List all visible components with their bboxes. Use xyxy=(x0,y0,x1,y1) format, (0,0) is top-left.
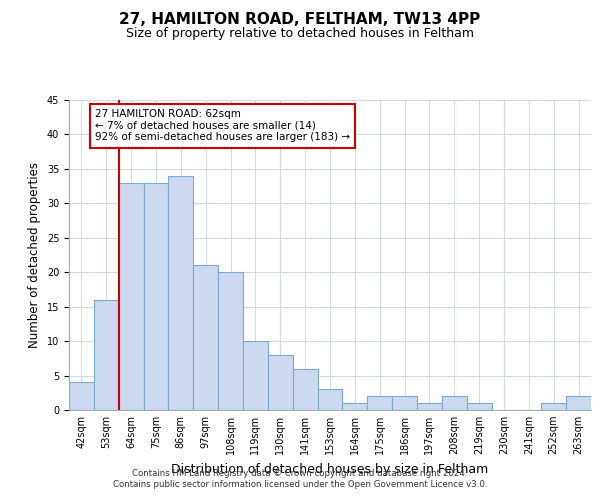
X-axis label: Distribution of detached houses by size in Feltham: Distribution of detached houses by size … xyxy=(172,462,488,475)
Y-axis label: Number of detached properties: Number of detached properties xyxy=(28,162,41,348)
Bar xyxy=(417,403,442,410)
Text: Size of property relative to detached houses in Feltham: Size of property relative to detached ho… xyxy=(126,28,474,40)
Bar xyxy=(119,182,143,410)
Text: 27, HAMILTON ROAD, FELTHAM, TW13 4PP: 27, HAMILTON ROAD, FELTHAM, TW13 4PP xyxy=(119,12,481,28)
Bar xyxy=(94,300,119,410)
Bar xyxy=(193,266,218,410)
Bar xyxy=(541,403,566,410)
Bar xyxy=(293,368,317,410)
Bar xyxy=(392,396,417,410)
Bar xyxy=(343,403,367,410)
Bar xyxy=(442,396,467,410)
Bar xyxy=(169,176,193,410)
Text: Contains HM Land Registry data © Crown copyright and database right 2024.: Contains HM Land Registry data © Crown c… xyxy=(132,468,468,477)
Bar xyxy=(243,341,268,410)
Bar xyxy=(317,390,343,410)
Bar xyxy=(69,382,94,410)
Bar xyxy=(467,403,491,410)
Text: 27 HAMILTON ROAD: 62sqm
← 7% of detached houses are smaller (14)
92% of semi-det: 27 HAMILTON ROAD: 62sqm ← 7% of detached… xyxy=(95,110,350,142)
Bar xyxy=(268,355,293,410)
Bar xyxy=(367,396,392,410)
Bar xyxy=(143,182,169,410)
Text: Contains public sector information licensed under the Open Government Licence v3: Contains public sector information licen… xyxy=(113,480,487,489)
Bar xyxy=(566,396,591,410)
Bar xyxy=(218,272,243,410)
